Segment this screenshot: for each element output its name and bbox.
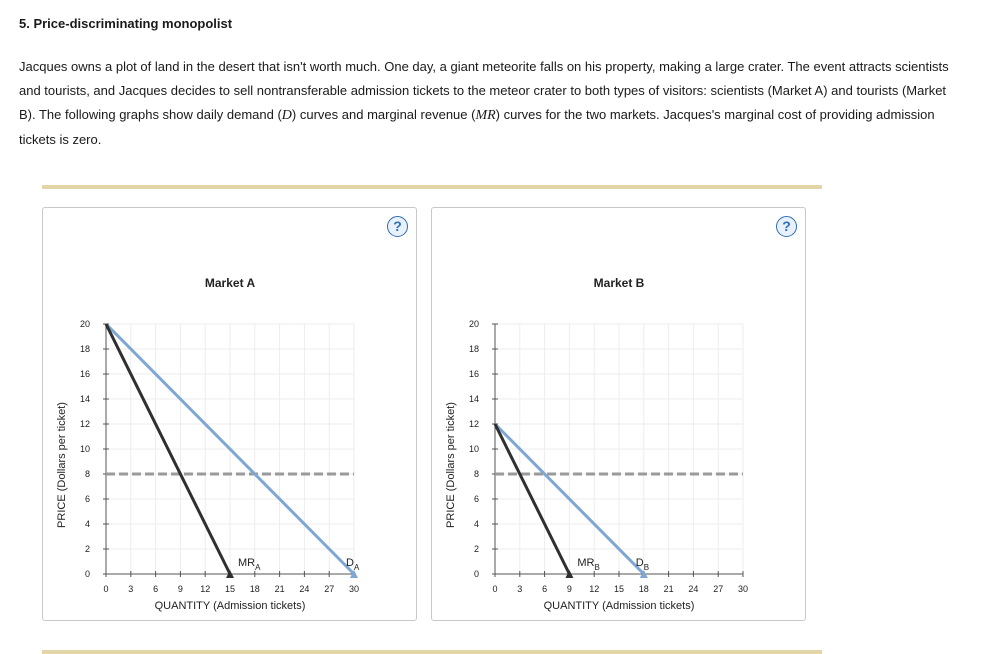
x-axis-title: QUANTITY (Admission tickets) <box>155 600 306 612</box>
x-tick-label: 9 <box>178 584 183 594</box>
help-icon[interactable]: ? <box>387 216 408 237</box>
y-axis-title: PRICE (Dollars per ticket) <box>445 402 457 528</box>
x-tick-label: 6 <box>542 584 547 594</box>
y-tick-label: 2 <box>85 544 90 554</box>
mr-label: MRB <box>577 557 599 572</box>
mr-curve <box>493 423 571 575</box>
x-tick-label: 3 <box>517 584 522 594</box>
x-tick-label: 9 <box>567 584 572 594</box>
mr-label-subscript: B <box>595 563 600 572</box>
intro-text-3: ) curves for the two markets. Jacques's … <box>19 107 935 147</box>
mr-endpoint-marker <box>226 570 234 578</box>
y-tick-label: 4 <box>85 519 90 529</box>
y-tick-label: 18 <box>469 344 479 354</box>
divider-bottom <box>42 650 822 654</box>
x-tick-label: 21 <box>275 584 285 594</box>
y-tick-label: 0 <box>85 569 90 579</box>
demand-curve <box>493 422 645 576</box>
chart-title: Market B <box>594 276 645 290</box>
demand-endpoint-marker <box>639 570 648 578</box>
question-intro: Jacques owns a plot of land in the deser… <box>19 55 959 152</box>
x-tick-label: 24 <box>299 584 309 594</box>
demand-label-subscript: B <box>644 563 649 572</box>
x-tick-label: 18 <box>639 584 649 594</box>
demand-symbol: D <box>281 108 292 123</box>
y-tick-label: 2 <box>474 544 479 554</box>
x-tick-label: 21 <box>664 584 674 594</box>
mr-symbol: MR <box>475 108 496 123</box>
x-tick-label: 3 <box>128 584 133 594</box>
mr-curve <box>104 323 232 575</box>
x-tick-label: 12 <box>589 584 599 594</box>
x-tick-label: 6 <box>153 584 158 594</box>
x-tick-label: 12 <box>200 584 210 594</box>
y-tick-label: 12 <box>469 419 479 429</box>
x-tick-label: 27 <box>713 584 723 594</box>
y-tick-label: 10 <box>80 444 90 454</box>
x-tick-label: 30 <box>349 584 359 594</box>
demand-curve <box>104 322 356 576</box>
x-tick-label: 24 <box>688 584 698 594</box>
x-tick-label: 0 <box>492 584 497 594</box>
x-tick-label: 18 <box>250 584 260 594</box>
intro-text-2: ) curves and marginal revenue ( <box>291 107 476 122</box>
x-tick-label: 30 <box>738 584 748 594</box>
question-title: 5. Price-discriminating monopolist <box>19 16 233 31</box>
y-tick-label: 8 <box>85 469 90 479</box>
divider-top <box>42 185 822 189</box>
x-tick-label: 27 <box>324 584 334 594</box>
y-tick-label: 20 <box>469 319 479 329</box>
y-tick-label: 14 <box>469 394 479 404</box>
y-tick-label: 16 <box>469 369 479 379</box>
y-tick-label: 0 <box>474 569 479 579</box>
intro-text-1: Jacques owns a plot of land in the deser… <box>19 59 949 122</box>
y-tick-label: 16 <box>80 369 90 379</box>
y-axis-title: PRICE (Dollars per ticket) <box>56 402 68 528</box>
y-tick-label: 10 <box>469 444 479 454</box>
y-tick-label: 18 <box>80 344 90 354</box>
mr-label-subscript: A <box>255 563 261 572</box>
mr-endpoint-marker <box>565 570 574 578</box>
y-tick-label: 8 <box>474 469 479 479</box>
chart-title: Market A <box>205 276 256 290</box>
y-tick-label: 14 <box>80 394 90 404</box>
mr-label: MRA <box>238 557 261 572</box>
market-b-panel: ? 0 2 4 6 8 10 12 14 16 18 20 0 3 6 9 12 15 18 21 24 27 30 Mar… <box>431 207 806 621</box>
y-tick-label: 6 <box>85 494 90 504</box>
demand-label-subscript: A <box>354 563 360 572</box>
x-tick-label: 15 <box>225 584 235 594</box>
x-tick-label: 0 <box>103 584 108 594</box>
x-tick-label: 15 <box>614 584 624 594</box>
help-icon[interactable]: ? <box>776 216 797 237</box>
y-tick-label: 20 <box>80 319 90 329</box>
y-tick-label: 12 <box>80 419 90 429</box>
market-a-panel: ? 0 2 4 6 8 10 12 14 16 18 20 0 3 6 9 12 15 18 21 24 27 30 Mar… <box>42 207 417 621</box>
y-tick-label: 4 <box>474 519 479 529</box>
x-axis-title: QUANTITY (Admission tickets) <box>544 600 695 612</box>
demand-endpoint-marker <box>350 570 358 578</box>
y-tick-label: 6 <box>474 494 479 504</box>
